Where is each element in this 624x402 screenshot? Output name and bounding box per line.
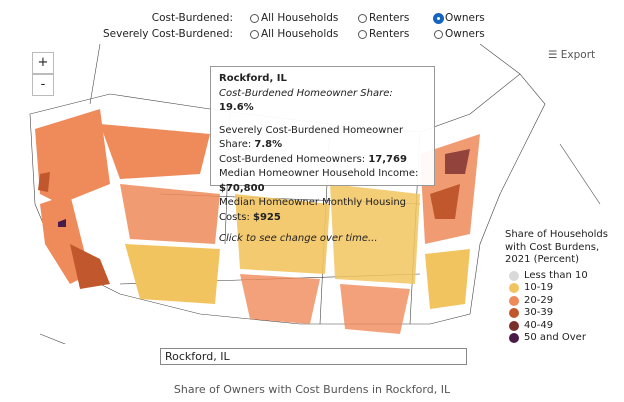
caption: Share of Owners with Cost Burdens in Roc… (173, 383, 451, 396)
legend-title: 2021 (Percent) (505, 254, 580, 265)
export-button[interactable]: ☰ Export (548, 49, 596, 61)
legend-swatch (509, 270, 519, 281)
radio-label: All Households (261, 28, 339, 40)
legend-label: 10-19 (524, 282, 554, 293)
tooltip-row-value: 17,769 (368, 153, 407, 165)
tooltip-row: Median Homeowner Household Income: $70,8… (219, 167, 426, 196)
tooltip-row: Cost-Burdened Homeowners: 17,769 (219, 153, 426, 168)
radio-option[interactable]: All Households (250, 28, 338, 40)
legend-swatch (509, 283, 519, 294)
zoom-out[interactable]: - (32, 74, 54, 96)
zoom-in[interactable]: + (32, 52, 54, 74)
radio-label: Owners (445, 28, 485, 40)
legend-swatch (509, 320, 519, 331)
radio-option[interactable]: Renters (358, 28, 409, 40)
legend-item: 30-39 (509, 307, 608, 320)
map (29, 44, 601, 344)
radio-dot[interactable] (250, 13, 259, 23)
legend-item: 10-19 (509, 282, 608, 295)
tooltip-row-label: Severely Cost-Burdened Homeowner Share: (219, 124, 404, 151)
legend-label: Less than 10 (524, 269, 588, 281)
tooltip-row-value: $925 (253, 211, 281, 223)
search-box[interactable]: Rockford, IL (160, 348, 467, 365)
control-label: Cost-Burdened: (151, 12, 233, 24)
tooltip-row: Median Homeowner Monthly Housing Costs: … (219, 196, 426, 225)
tooltip-row: Severely Cost-Burdened Homeowner Share: … (219, 124, 426, 153)
legend-item: 50 and Over (509, 332, 608, 345)
radio-option[interactable]: All Households (250, 12, 338, 24)
legend-swatch (509, 295, 519, 306)
legend-swatch (509, 333, 519, 344)
legend-label: 20-29 (524, 294, 554, 306)
radio-option[interactable]: Renters (358, 12, 409, 24)
tooltip-row-value: $70,800 (219, 182, 265, 194)
radio-label: Renters (369, 12, 410, 24)
tooltip-subtitle-label: Cost-Burdened Homeowner Share: (219, 87, 393, 99)
tooltip: Rockford, IL Cost-Burdened Homeowner Sha… (210, 66, 435, 244)
radio-option[interactable]: Owners (434, 28, 485, 40)
legend: Share of Households with Cost Burdens, 202… (505, 229, 608, 345)
tooltip-row-label: Median Homeowner Monthly Housing Costs: (219, 197, 407, 223)
legend-title: Share of Households (505, 229, 608, 240)
radio-dot[interactable] (250, 29, 259, 39)
radio-dot[interactable] (434, 13, 443, 23)
tooltip-row-value: 7.8% (254, 139, 283, 150)
tooltip-subtitle-value: 19.6% (219, 102, 254, 113)
radio-dot[interactable] (358, 13, 367, 23)
tooltip-row-label: Median Homeowner Household Income: (219, 168, 419, 179)
legend-items: Less than 10 10-19 20-29 30-39 40-49 50 and O… (509, 270, 608, 345)
regions (35, 109, 480, 334)
radio-dot[interactable] (434, 29, 443, 39)
legend-item: 40-49 (509, 320, 608, 333)
tooltip-title: Rockford, IL (219, 73, 287, 84)
legend-item: 20-29 (509, 295, 608, 308)
legend-label: 30-39 (524, 307, 554, 318)
legend-item: Less than 10 (509, 270, 608, 283)
radio-option[interactable]: Owners (434, 12, 485, 24)
legend-swatch (509, 308, 519, 319)
radio-label: Owners (445, 12, 485, 24)
legend-label: 50 and Over (524, 332, 586, 343)
export-label: Export (560, 49, 596, 61)
radio-label: All Households (261, 12, 339, 24)
control-label: Severely Cost-Burdened: (102, 28, 233, 40)
radio-label: Renters (369, 28, 410, 40)
radio-dot[interactable] (358, 29, 367, 39)
legend-title: with Cost Burdens, (505, 241, 600, 253)
tooltip-row-label: Cost-Burdened Homeowners: (219, 153, 366, 165)
tooltip-rows: Severely Cost-Burdened Homeowner Share: … (219, 124, 426, 226)
tooltip-footer[interactable]: Click to see change over time... (219, 233, 378, 244)
legend-label: 40-49 (524, 319, 554, 331)
